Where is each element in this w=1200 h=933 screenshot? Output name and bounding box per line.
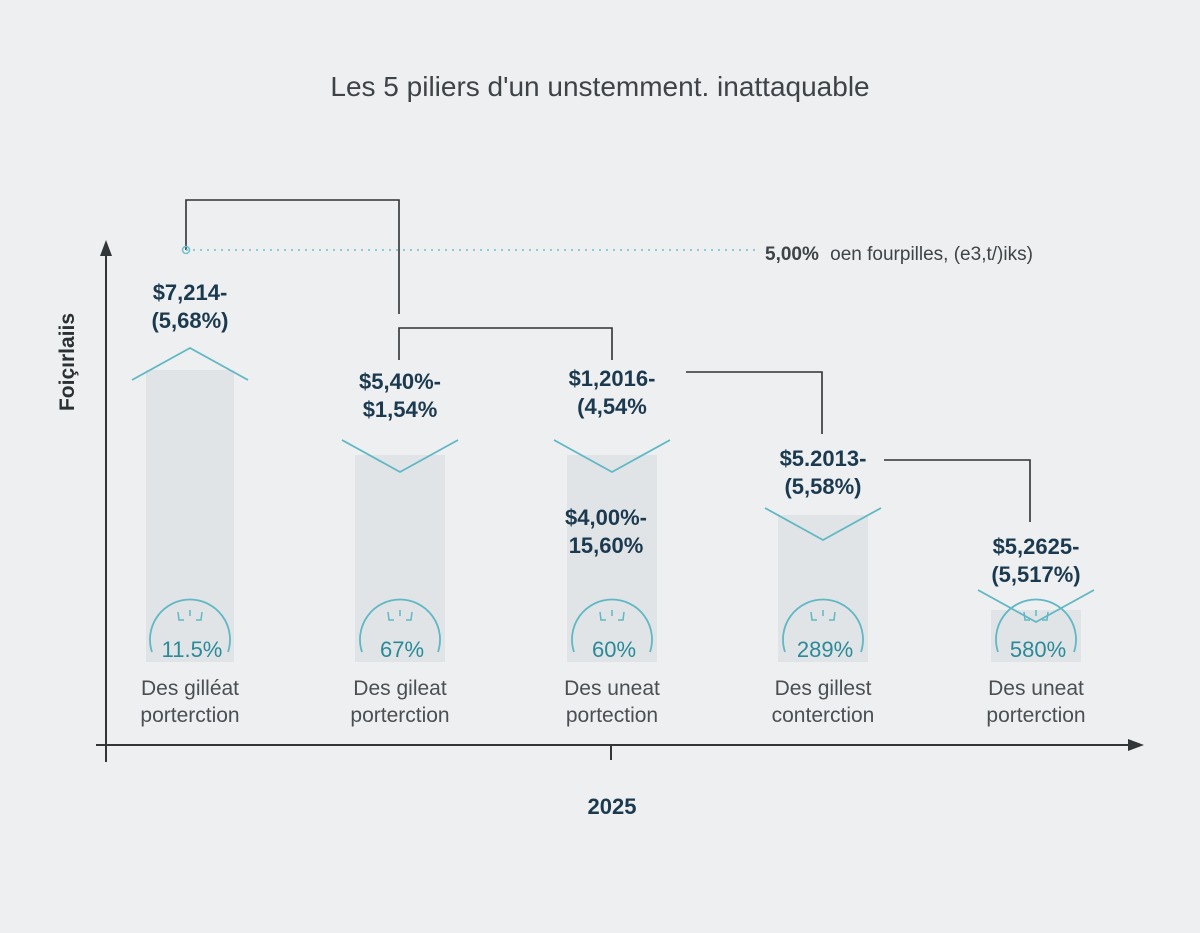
extra-annotation-line: $4,00%-: [565, 505, 647, 530]
gauge-arc: [149, 598, 231, 653]
bar: [567, 455, 657, 662]
bracket-connector: [884, 459, 1031, 522]
bar-annotation: $1,2016- (4,54%: [569, 366, 656, 419]
gauge-ticks: [177, 610, 203, 621]
bar-annotation-line: $7,214-: [153, 280, 228, 305]
reference-text: oen fourpilles, (e3,t/)iks): [830, 244, 1033, 265]
bar-annotation-line: (5,68%): [151, 308, 228, 333]
category-label-line: porterction: [140, 704, 239, 727]
bar-annotation-line: $5,40%-: [359, 369, 441, 394]
bar-annotation-line: (5,58%): [784, 474, 861, 499]
extra-annotation: $4,00%- 15,60%: [565, 505, 647, 558]
chevron-marker: [977, 589, 1095, 624]
bar-value-label: 11.5%: [162, 637, 223, 662]
bracket-connector: [686, 371, 823, 434]
category-label-line: Des gilléat: [141, 677, 239, 700]
category-label: Des gillest conterction: [772, 677, 875, 727]
gauge-ticks: [599, 610, 625, 621]
gauge-ticks: [810, 610, 836, 621]
bar-annotation-line: $5.2013-: [780, 446, 867, 471]
gauge-ticks: [1023, 610, 1049, 621]
bracket-connector: [185, 199, 400, 314]
gauge-arc: [995, 598, 1077, 653]
bar-annotation: $5,40%- $1,54%: [359, 369, 441, 422]
bar-annotation-line: $1,2016-: [569, 366, 656, 391]
gauge-arc: [782, 598, 864, 653]
bar-annotation: $5.2013- (5,58%): [780, 446, 867, 499]
chevron-marker: [131, 346, 249, 381]
category-label-line: Des uneat: [564, 677, 660, 700]
chevron-marker: [764, 507, 882, 542]
chevron-marker: [341, 439, 459, 474]
reference-marker: [181, 245, 191, 255]
bar: [146, 370, 234, 662]
bars-group: [131, 346, 1095, 662]
category-label: Des uneat porterction: [986, 677, 1085, 727]
category-label-line: portection: [566, 704, 658, 727]
bar-value-label: 289%: [797, 637, 853, 662]
y-axis-arrow: [100, 240, 112, 256]
gauge-arc: [571, 598, 653, 653]
category-label-line: porterction: [986, 704, 1085, 727]
bar: [355, 455, 445, 662]
reference-value: 5,00%: [765, 244, 819, 265]
connectors-group: [185, 199, 1031, 522]
bar-value-label: 580%: [1010, 637, 1066, 662]
bar-annotation: $7,214- (5,68%): [151, 280, 228, 333]
category-label: Des uneat portection: [564, 677, 660, 727]
category-label-line: Des gillest: [775, 677, 872, 700]
category-label: Des gilléat porterction: [140, 677, 239, 727]
bar-annotation-line: $5,2625-: [993, 534, 1080, 559]
gauge-arc: [359, 598, 441, 653]
bar: [991, 610, 1081, 662]
category-label-line: porterction: [350, 704, 449, 727]
chevron-marker: [553, 439, 671, 474]
bracket-connector: [398, 327, 613, 360]
y-axis-title: Foiçırlaiis: [56, 313, 79, 411]
category-label: Des gileat porterction: [350, 677, 449, 727]
reference-label: 5,00% oen fourpilles, (e3,t/)iks): [765, 244, 1033, 265]
extra-annotation-line: 15,60%: [569, 533, 644, 558]
gauge-ticks: [387, 610, 413, 621]
bar-annotation-line: (5,517%): [991, 562, 1080, 587]
x-tick-label: 2025: [588, 794, 637, 819]
bar-value-label: 60%: [592, 637, 636, 662]
category-label-line: Des uneat: [988, 677, 1084, 700]
labels-group: 11.5% $7,214- (5,68%) Des gilléat porterctio…: [140, 280, 1085, 727]
bar-value-label: 67%: [380, 637, 424, 662]
chart-title: Les 5 piliers d'un unstemment. inattaqua…: [330, 71, 869, 102]
bar-annotation-line: $1,54%: [363, 397, 438, 422]
bar-annotation: $5,2625- (5,517%): [991, 534, 1080, 587]
x-axis-arrow: [1128, 739, 1144, 751]
category-label-line: Des gileat: [353, 677, 447, 700]
category-label-line: conterction: [772, 704, 875, 727]
bar-annotation-line: (4,54%: [577, 394, 647, 419]
